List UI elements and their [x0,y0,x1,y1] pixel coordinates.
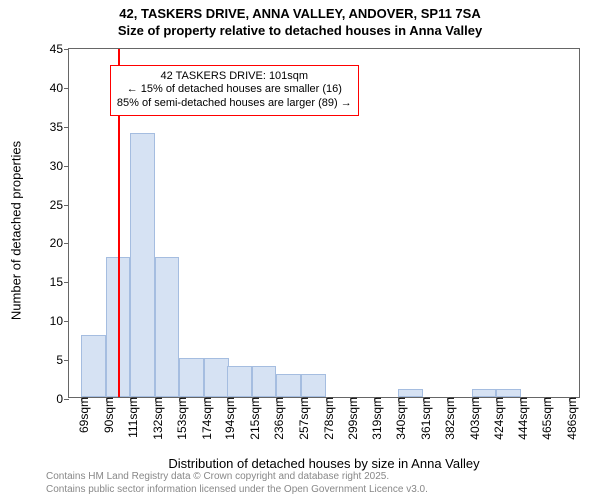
x-tick-label: 424sqm [486,397,506,440]
histogram-bar [252,366,277,397]
chart-footer: Contains HM Land Registry data © Crown c… [46,471,428,496]
histogram-bar [227,366,252,397]
footer-line2: Contains public sector information licen… [46,484,428,497]
chart-title-line1: 42, TASKERS DRIVE, ANNA VALLEY, ANDOVER,… [0,6,600,23]
y-tick-label: 10 [50,314,69,328]
x-tick-label: 444sqm [510,397,530,440]
x-tick-label: 236sqm [266,397,286,440]
annotation-line3: 85% of semi-detached houses are larger (… [117,97,352,111]
y-tick-label: 35 [50,120,69,134]
x-tick-label: 215sqm [242,397,262,440]
x-tick-label: 340sqm [388,397,408,440]
x-tick-label: 382sqm [437,397,457,440]
chart-title-block: 42, TASKERS DRIVE, ANNA VALLEY, ANDOVER,… [0,6,600,40]
x-axis-label: Distribution of detached houses by size … [68,456,580,471]
histogram-bar [81,335,106,397]
x-tick-label: 111sqm [120,397,140,438]
x-tick-label: 486sqm [559,397,579,440]
x-tick-label: 257sqm [291,397,311,440]
chart-root: 42, TASKERS DRIVE, ANNA VALLEY, ANDOVER,… [0,0,600,500]
y-tick-label: 45 [50,42,69,56]
x-tick-label: 278sqm [316,397,336,440]
annotation-line1: 42 TASKERS DRIVE: 101sqm [117,70,352,84]
x-tick-label: 194sqm [217,397,237,440]
x-tick-label: 299sqm [340,397,360,440]
x-tick-label: 69sqm [71,397,91,433]
x-tick-label: 90sqm [96,397,116,433]
x-tick-label: 319sqm [364,397,384,440]
chart-title-line2: Size of property relative to detached ho… [0,23,600,40]
histogram-bar [179,358,204,397]
y-tick-label: 25 [50,198,69,212]
x-tick-label: 361sqm [413,397,433,440]
y-tick-label: 30 [50,159,69,173]
histogram-bar [472,389,497,397]
y-tick-label: 40 [50,81,69,95]
histogram-bar [130,133,155,397]
histogram-bar [398,389,423,397]
x-tick-label: 465sqm [534,397,554,440]
y-tick-label: 0 [56,392,69,406]
x-tick-label: 174sqm [194,397,214,440]
annotation-box: 42 TASKERS DRIVE: 101sqm← 15% of detache… [110,65,359,116]
x-tick-label: 403sqm [462,397,482,440]
annotation-line2: ← 15% of detached houses are smaller (16… [117,83,352,97]
footer-line1: Contains HM Land Registry data © Crown c… [46,471,428,484]
x-tick-label: 153sqm [169,397,189,440]
histogram-bar [155,257,180,397]
plot-area: 05101520253035404569sqm90sqm111sqm132sqm… [68,48,580,398]
histogram-bar [301,374,326,397]
y-tick-label: 20 [50,236,69,250]
histogram-bar [496,389,521,397]
y-tick-label: 15 [50,275,69,289]
x-tick-label: 132sqm [145,397,165,440]
histogram-bar [276,374,301,397]
histogram-bar [204,358,229,397]
y-tick-label: 5 [56,353,69,367]
y-axis-label: Number of detached properties [9,56,24,406]
